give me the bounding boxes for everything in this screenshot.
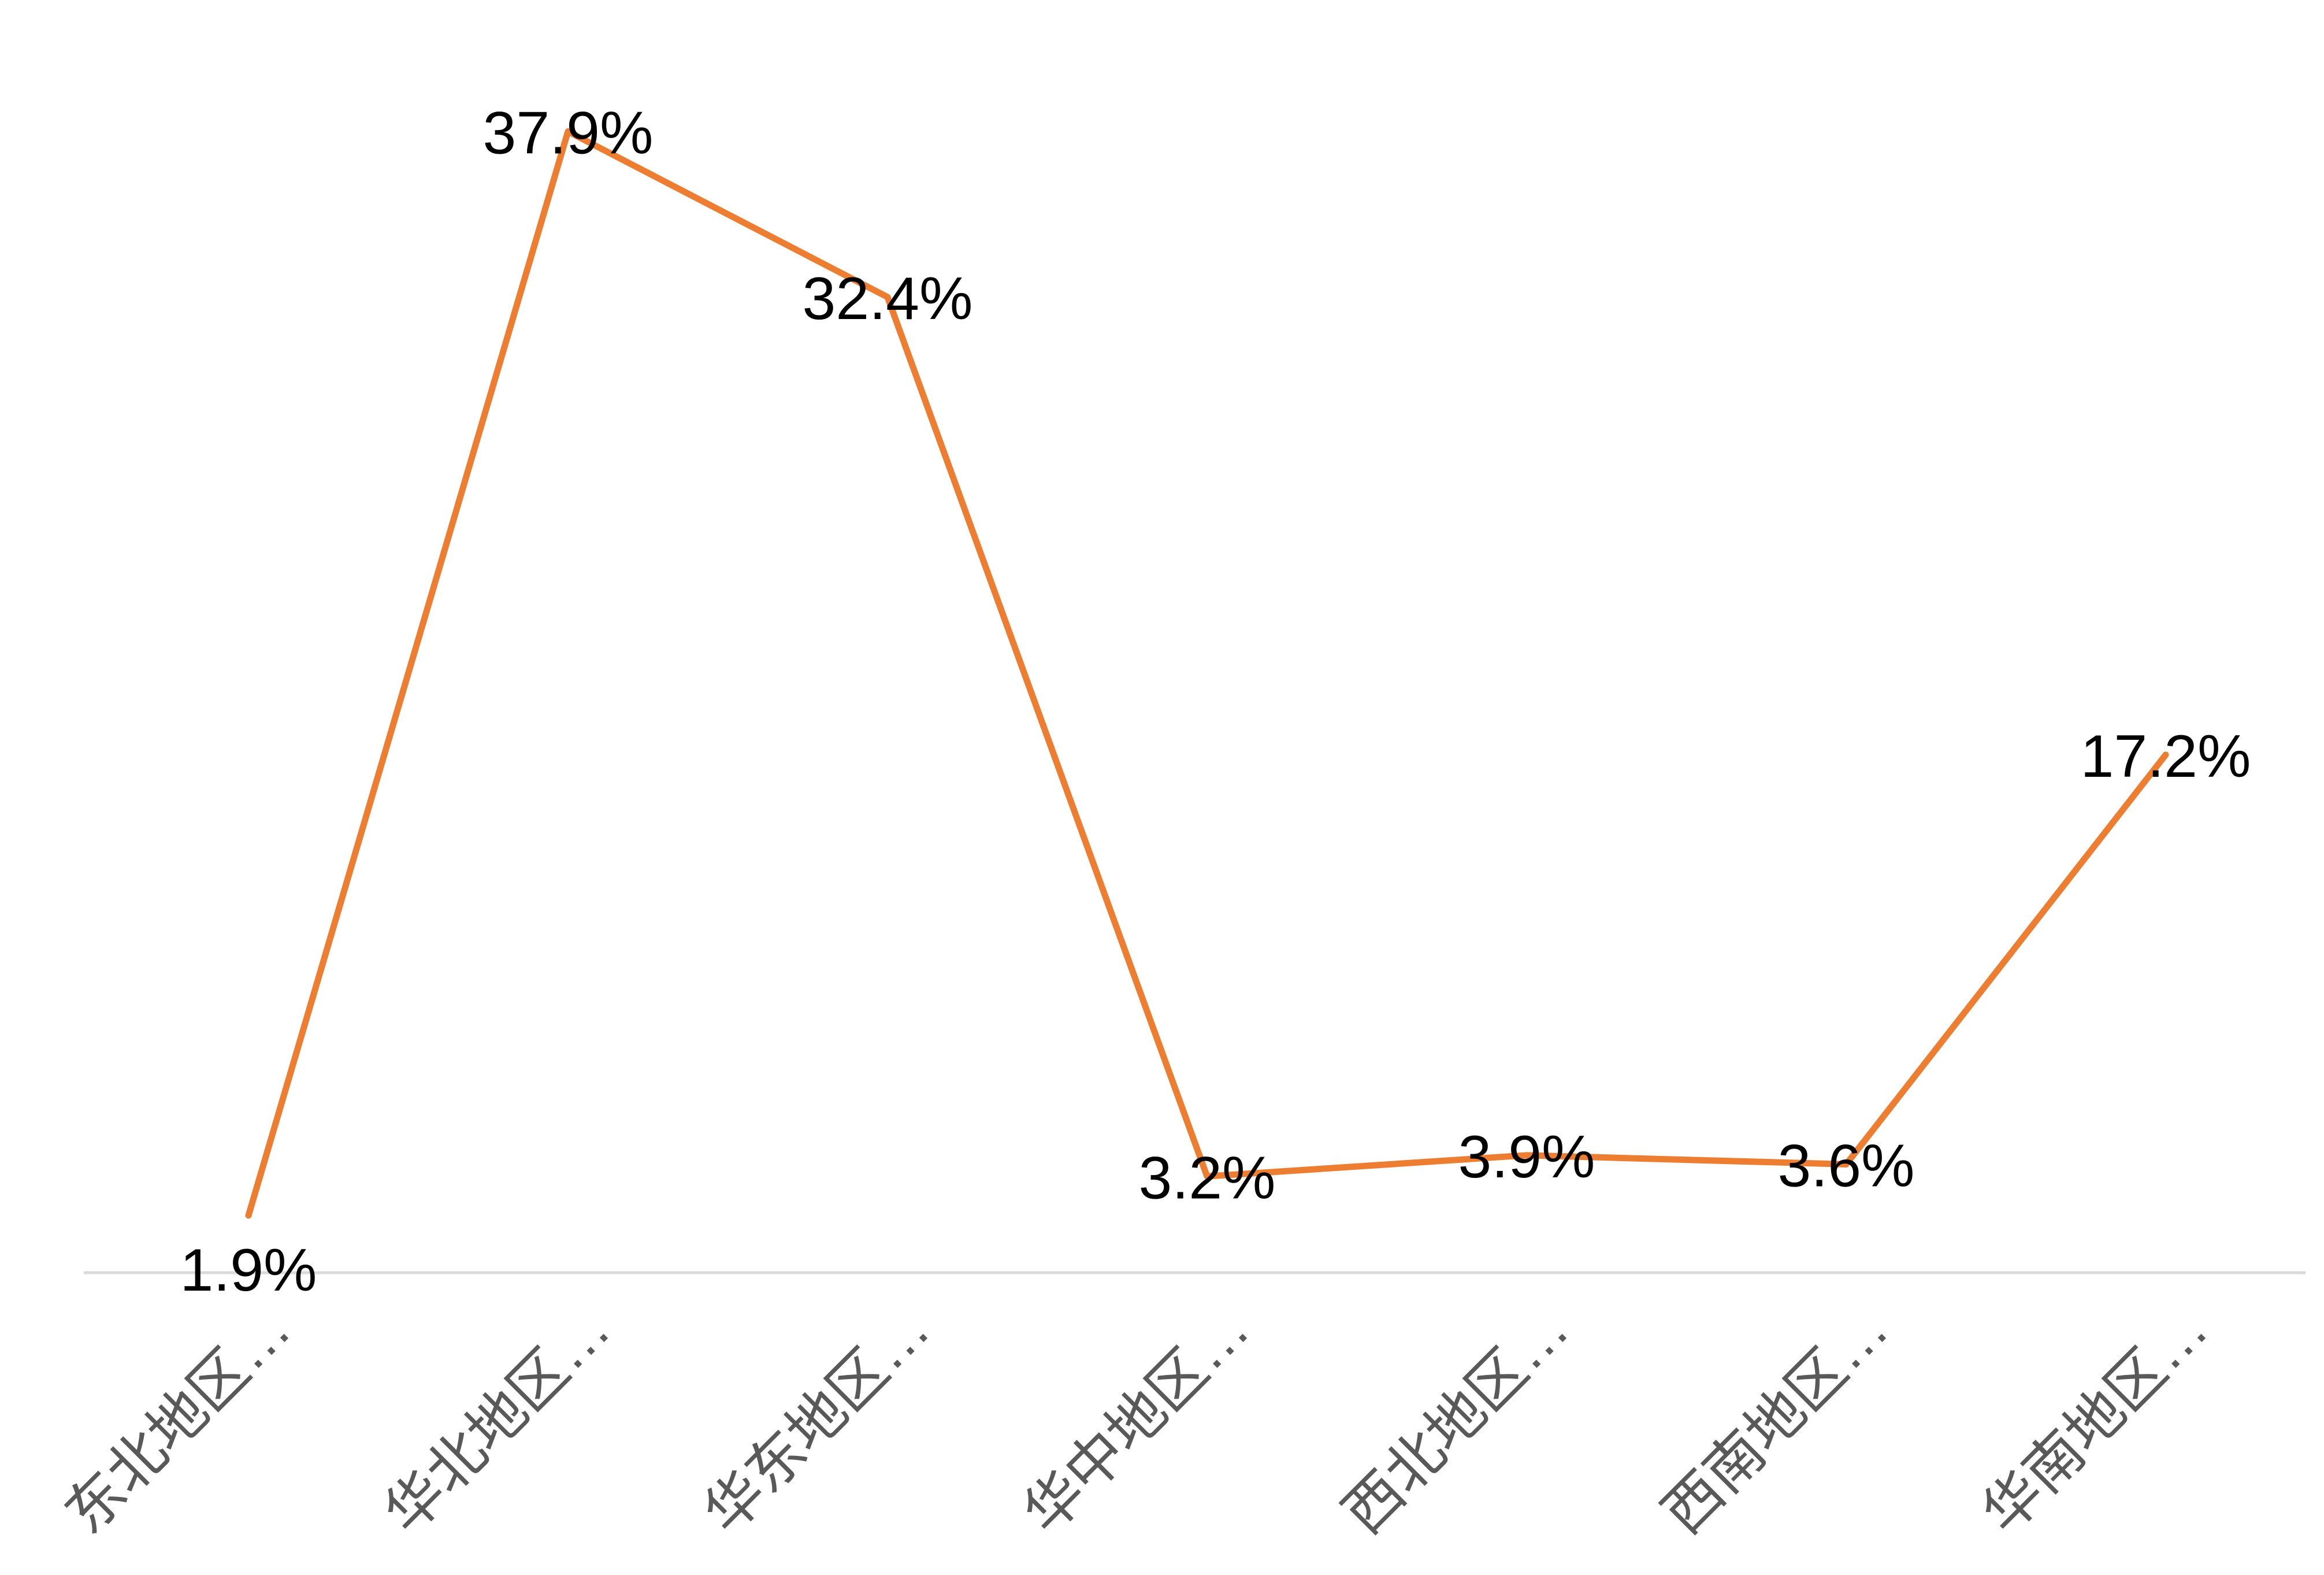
category-tick-label: 西南地区…	[1650, 1296, 1900, 1546]
category-tick-label: 华中地区…	[1011, 1296, 1261, 1546]
category-tick-label: 西北地区…	[1331, 1296, 1581, 1546]
data-label: 3.2%	[1138, 1144, 1275, 1211]
category-tick-label: 华北地区…	[372, 1296, 622, 1546]
data-label: 37.9%	[483, 99, 654, 166]
series-line	[245, 128, 2169, 1219]
data-label: 1.9%	[180, 1237, 317, 1304]
data-label: 17.2%	[2081, 723, 2251, 790]
category-tick-label: 东北地区…	[53, 1296, 303, 1546]
data-label: 3.9%	[1458, 1124, 1595, 1191]
category-tick-label: 华东地区…	[692, 1296, 942, 1546]
data-label: 3.6%	[1777, 1132, 1914, 1199]
category-tick-label: 华南地区…	[1970, 1296, 2220, 1546]
data-label: 32.4%	[803, 265, 973, 332]
